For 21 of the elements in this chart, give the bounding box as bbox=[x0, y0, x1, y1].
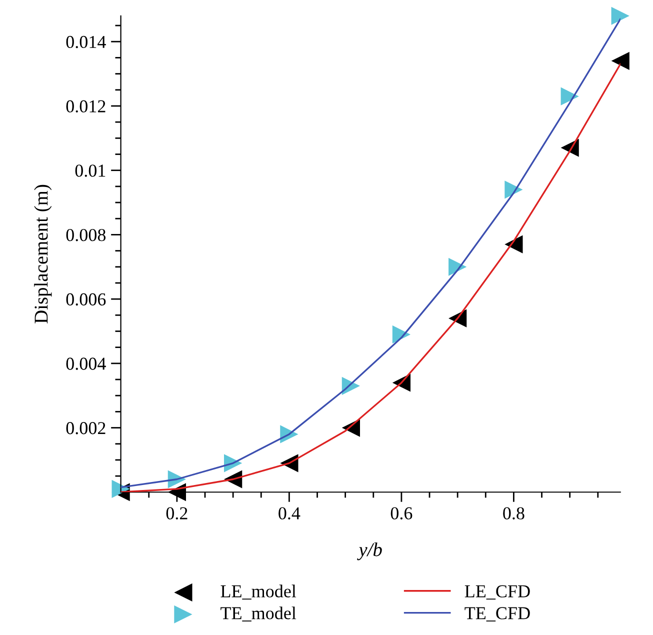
legend-label: LE_CFD bbox=[464, 585, 530, 600]
x-tick-label: 0.8 bbox=[503, 507, 524, 520]
x-tick-label: 0.2 bbox=[166, 507, 188, 520]
y-tick-label: 0.014 bbox=[66, 36, 106, 48]
y-tick-label: 0.004 bbox=[66, 358, 106, 370]
y-tick-label: 0.008 bbox=[66, 228, 106, 242]
y-tick-label: 0.012 bbox=[66, 100, 106, 112]
x-tick-label: 0.6 bbox=[390, 507, 412, 520]
point bbox=[611, 52, 630, 70]
x-tick-label: 0.4 bbox=[278, 507, 300, 520]
legend-label: LE_model bbox=[220, 584, 296, 600]
legend-label: TE_model bbox=[220, 606, 296, 622]
y-tick-label: 0.01 bbox=[75, 164, 106, 177]
legend-label: TE_CFD bbox=[464, 607, 530, 622]
point bbox=[504, 180, 523, 199]
y-axis-title: Displacement (m) bbox=[34, 184, 52, 324]
point bbox=[611, 6, 630, 25]
y-tick-label: 0.006 bbox=[66, 293, 106, 306]
x-axis-title: y/b bbox=[357, 542, 382, 560]
point bbox=[504, 235, 523, 254]
y-tick-label: 0.002 bbox=[66, 422, 106, 434]
